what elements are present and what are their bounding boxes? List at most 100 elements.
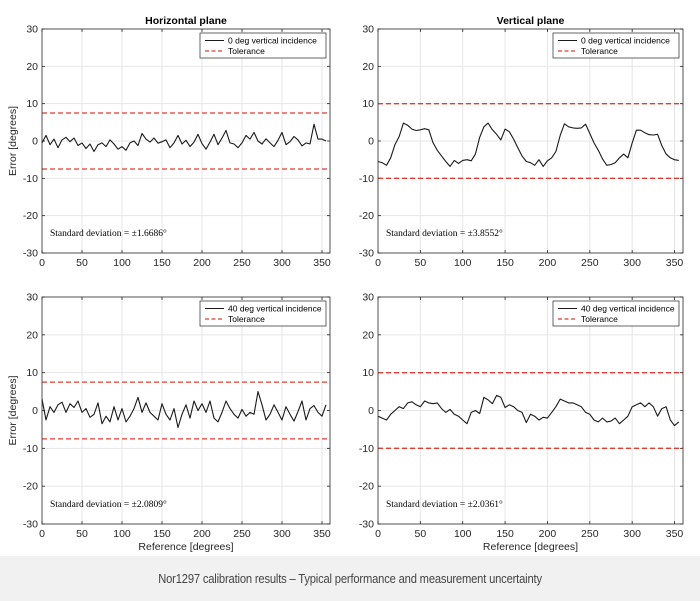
chart-2-legend-box <box>552 32 680 59</box>
chart-2-xtick-label-350: 350 <box>666 257 684 269</box>
chart-4-ytick-label--20: -20 <box>359 481 374 493</box>
chart-2-ytick-label-20: 20 <box>362 61 374 73</box>
chart-1-ytick-label-0: 0 <box>32 136 38 148</box>
chart-2-ytick-label--10: -10 <box>359 173 374 185</box>
chart-4-legend-label-1: 40 deg vertical incidence <box>581 304 675 314</box>
chart-4-xtick-label-100: 100 <box>454 528 472 540</box>
chart-3-xtick-label-200: 200 <box>193 528 211 540</box>
chart-2-std-dev-annotation: Standard deviation = ±3.8552° <box>386 228 503 239</box>
chart-4-ytick-label--30: -30 <box>359 519 374 531</box>
chart-1-axes-box <box>41 28 331 254</box>
chart-1-std-dev-annotation: Standard deviation = ±1.6686° <box>50 228 167 239</box>
figure-caption: Nor1297 calibration results – Typical pe… <box>158 571 542 586</box>
chart-2-xtick-label-0: 0 <box>375 257 381 269</box>
chart-3-xtick-label-100: 100 <box>113 528 131 540</box>
chart-4-ytick-label--10: -10 <box>359 443 374 455</box>
chart-4-series-line <box>377 394 680 427</box>
chart-1-series-line <box>41 123 327 153</box>
chart-2-ytick-label--20: -20 <box>359 210 374 222</box>
chart-3-ylabel: Error [degrees] <box>7 375 19 445</box>
chart-2-ytick-label--30: -30 <box>359 248 374 260</box>
chart-2-axes-box <box>377 28 684 254</box>
chart-1-xtick-label-100: 100 <box>113 257 131 269</box>
chart-1-xtick-label-50: 50 <box>76 257 88 269</box>
chart-panel-2: 0 50 100 150 200 250 300 350 -30 -20 -10 0 10 20 30 0 d… <box>359 15 684 269</box>
chart-3-ytick-label--20: -20 <box>23 481 38 493</box>
chart-4-axes-box <box>377 296 684 525</box>
chart-3-ytick-label-20: 20 <box>26 329 38 341</box>
chart-3-std-dev-annotation: Standard deviation = ±2.0809° <box>50 499 167 510</box>
chart-2-xtick-label-200: 200 <box>539 257 557 269</box>
chart-2-title: Vertical plane <box>497 15 565 27</box>
chart-1-ytick-label--30: -30 <box>23 248 38 260</box>
chart-4-std-dev-annotation: Standard deviation = ±2.0361° <box>386 499 503 510</box>
chart-2-ytick-label-10: 10 <box>362 98 374 110</box>
chart-3-xlabel: Reference [degrees] <box>138 541 233 553</box>
chart-1-ytick-label--10: -10 <box>23 173 38 185</box>
chart-3-xtick-label-250: 250 <box>233 528 251 540</box>
chart-3-ytick-label-10: 10 <box>26 367 38 379</box>
chart-3-ytick-label-0: 0 <box>32 405 38 417</box>
chart-1-ytick-label-20: 20 <box>26 61 38 73</box>
chart-1-xtick-label-200: 200 <box>193 257 211 269</box>
chart-2-xtick-label-250: 250 <box>581 257 599 269</box>
chart-3-ytick-label--10: -10 <box>23 443 38 455</box>
chart-3-legend-box <box>199 300 327 327</box>
chart-3-legend-label-1: 40 deg vertical incidence <box>228 304 322 314</box>
chart-4-ytick-label-10: 10 <box>362 367 374 379</box>
chart-1-legend-box <box>199 32 327 59</box>
chart-3-axes-box <box>41 296 331 525</box>
chart-2-ytick-label-0: 0 <box>368 136 374 148</box>
chart-3-xtick-label-0: 0 <box>39 528 45 540</box>
chart-4-xtick-label-150: 150 <box>496 528 514 540</box>
chart-3-series-line <box>41 391 327 429</box>
chart-panel-3: 0 50 100 150 200 250 300 350 -30 -20 -10 0 10 20 30 40 … <box>7 292 331 554</box>
chart-1-legend-label-1: 0 deg vertical incidence <box>228 36 317 46</box>
chart-4-xtick-label-0: 0 <box>375 528 381 540</box>
chart-4-ytick-label-20: 20 <box>362 329 374 341</box>
chart-2-series-line <box>377 122 679 167</box>
chart-4-legend-label-2: Tolerance <box>581 314 618 324</box>
chart-4-xtick-label-250: 250 <box>581 528 599 540</box>
chart-3-legend-label-2: Tolerance <box>228 314 265 324</box>
chart-2-ytick-label-30: 30 <box>362 24 374 36</box>
chart-4-xtick-label-300: 300 <box>623 528 641 540</box>
chart-1-xtick-label-250: 250 <box>233 257 251 269</box>
chart-1-xtick-label-0: 0 <box>39 257 45 269</box>
chart-2-xtick-label-150: 150 <box>496 257 514 269</box>
chart-1-xtick-label-350: 350 <box>313 257 331 269</box>
chart-1-ytick-label-10: 10 <box>26 98 38 110</box>
chart-panel-1: 0 50 100 150 200 250 300 350 -30 -20 -10 0 10 20 30 0 d… <box>7 15 331 269</box>
chart-3-xtick-label-350: 350 <box>313 528 331 540</box>
chart-2-legend-label-2: Tolerance <box>581 46 618 56</box>
chart-4-xtick-label-50: 50 <box>415 528 427 540</box>
chart-4-ytick-label-0: 0 <box>368 405 374 417</box>
chart-4-xtick-label-200: 200 <box>539 528 557 540</box>
chart-4-xtick-label-350: 350 <box>666 528 684 540</box>
chart-3-ytick-label--30: -30 <box>23 519 38 531</box>
chart-1-ytick-label-30: 30 <box>26 24 38 36</box>
chart-4-xlabel: Reference [degrees] <box>483 541 578 553</box>
chart-2-legend-label-1: 0 deg vertical incidence <box>581 36 670 46</box>
chart-3-xtick-label-150: 150 <box>153 528 171 540</box>
chart-2-xtick-label-300: 300 <box>623 257 641 269</box>
chart-1-legend-label-2: Tolerance <box>228 46 265 56</box>
chart-1-title: Horizontal plane <box>145 15 227 27</box>
chart-2-xtick-label-100: 100 <box>454 257 472 269</box>
chart-3-xtick-label-50: 50 <box>76 528 88 540</box>
chart-2-xtick-label-50: 50 <box>415 257 427 269</box>
chart-1-ytick-label--20: -20 <box>23 210 38 222</box>
chart-3-ytick-label-30: 30 <box>26 292 38 304</box>
chart-panel-4: 0 50 100 150 200 250 300 350 -30 -20 -10 0 10 20 30 40 … <box>359 292 684 554</box>
chart-4-ytick-label-30: 30 <box>362 292 374 304</box>
chart-1-ylabel: Error [degrees] <box>7 106 19 176</box>
chart-3-xtick-label-300: 300 <box>273 528 291 540</box>
chart-1-xtick-label-300: 300 <box>273 257 291 269</box>
caption-bar: Nor1297 calibration results – Typical pe… <box>0 556 700 601</box>
chart-4-legend-box <box>552 300 680 327</box>
